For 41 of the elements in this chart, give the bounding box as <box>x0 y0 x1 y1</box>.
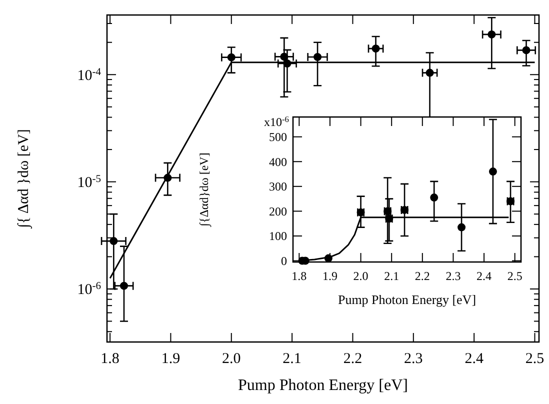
x-tick-label: 1.9 <box>161 351 180 367</box>
y-tick-label: 400 <box>269 154 287 169</box>
point <box>522 46 530 54</box>
x-tick-label: 2.1 <box>384 269 400 283</box>
x-tick-label: 2.1 <box>282 351 302 367</box>
x-tick-label: 2.4 <box>464 351 484 367</box>
y-tick-label: 500 <box>269 130 287 144</box>
point <box>458 223 466 232</box>
y-axis-title: ∫{Δαd}dω [eV] <box>197 152 212 228</box>
y-tick-label: 10$^{-6}$ <box>77 280 101 298</box>
point <box>430 194 438 202</box>
y-tick-label: 100 <box>269 229 287 244</box>
x-tick-label: 2.5 <box>507 269 522 283</box>
x-tick-label: 2.0 <box>222 351 241 367</box>
x-tick-label: 2.0 <box>353 269 368 283</box>
x-axis-title: Pump Photon Energy [eV] <box>238 377 408 394</box>
y-tick-label: 10$^{-4}$ <box>77 66 102 84</box>
x-tick-label: 1.9 <box>322 269 338 283</box>
x-tick-label: 2.3 <box>404 351 423 367</box>
y-tick-label: 0 <box>281 254 287 268</box>
point <box>372 44 380 53</box>
y-axis-title: ∫{ Δαd }dω [eV] <box>16 129 33 229</box>
x-tick-label: 1.8 <box>292 269 307 283</box>
x-tick-label: 2.3 <box>446 269 461 283</box>
point <box>488 30 496 38</box>
point <box>110 237 118 246</box>
point <box>227 53 236 62</box>
x-tick-label: 2.4 <box>476 269 492 283</box>
point <box>488 168 497 176</box>
point <box>426 68 434 77</box>
point <box>314 53 322 62</box>
x-tick-label: 2.2 <box>414 269 430 283</box>
x-tick-label: 1.8 <box>100 351 120 367</box>
x-tick-label: 2.2 <box>343 351 362 367</box>
y-tick-label: 300 <box>269 180 287 194</box>
y-tick-label: 10$^{-5}$ <box>77 174 101 192</box>
x-axis-title: Pump Photon Energy [eV] <box>338 292 476 307</box>
point <box>120 282 128 290</box>
annotation: x10$^{-6}$ <box>264 114 289 130</box>
y-tick-label: 200 <box>269 204 287 218</box>
x-tick-label: 2.5 <box>525 351 544 367</box>
